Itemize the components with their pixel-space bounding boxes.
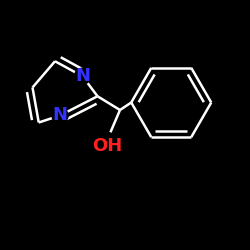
Circle shape: [52, 108, 68, 124]
Circle shape: [74, 68, 90, 84]
Circle shape: [98, 132, 117, 152]
Text: N: N: [75, 67, 90, 85]
Text: N: N: [52, 106, 68, 124]
Text: OH: OH: [92, 137, 122, 155]
